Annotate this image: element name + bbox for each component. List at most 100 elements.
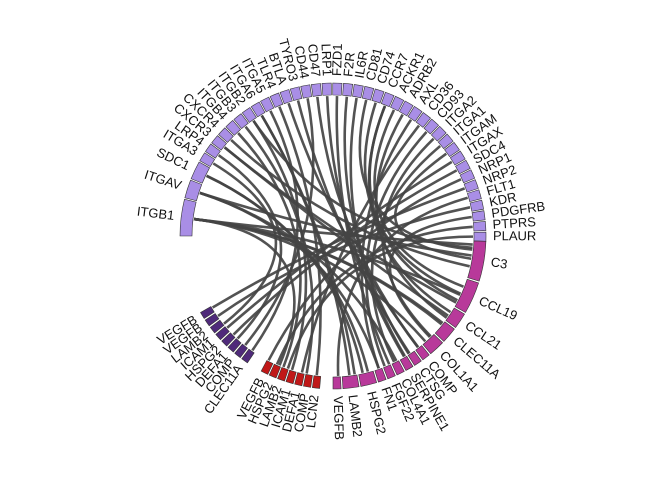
- receptor-sector-cxcr3-5: [211, 135, 228, 151]
- ligand-sector-icam1-17: [285, 369, 297, 385]
- ribbon-col1a1-pdgfrb-44: [388, 215, 472, 338]
- link-ribbons: [193, 96, 474, 376]
- receptor-sector-itga1-30: [437, 133, 454, 150]
- receptor-sector-itgam-31: [444, 141, 460, 158]
- ligand-label-vegfb-13: VEGFB: [331, 396, 347, 440]
- receptor-sector-f2r-19: [342, 83, 354, 97]
- receptor-label-kdr-37: KDR: [488, 189, 518, 209]
- receptor-sector-lrp1-17: [321, 82, 332, 96]
- receptor-label-fzd1-18: FZD1: [329, 43, 345, 76]
- receptor-sector-sdc1-2: [190, 161, 210, 184]
- ribbon-comp-cd44-34: [244, 98, 315, 346]
- receptor-label-f2r-19: F2R: [340, 51, 357, 77]
- ligand-label-c3-0: C3: [490, 254, 509, 272]
- ribbon-defa1-cd36-28: [300, 124, 421, 373]
- ribbon-c3-cxcr4-2: [230, 139, 470, 268]
- ligand-sector-clec11a-3: [434, 321, 455, 342]
- receptor-sector-sdc4-33: [455, 159, 471, 175]
- receptor-sector-plaur-40: [473, 231, 487, 242]
- sector-track: [179, 82, 487, 390]
- receptor-label-lrp1-17: LRP1: [319, 43, 335, 76]
- receptor-sector-cd74-22: [371, 88, 385, 104]
- ligand-label-ccl19-1: CCL19: [477, 293, 520, 323]
- ribbon-ccl21-ccr7-9: [367, 105, 452, 314]
- ligand-label-lamb2-12: LAMB2: [345, 394, 365, 438]
- receptor-sector-btla-13: [279, 89, 293, 105]
- ligand-sector-fn1-10: [374, 367, 387, 383]
- receptor-sector-itga5-11: [260, 96, 275, 113]
- ribbon-col4a1-itga1-18: [370, 144, 442, 363]
- receptor-sector-nrp1-34: [459, 169, 476, 184]
- receptor-sector-itgb4-7: [225, 119, 242, 136]
- receptor-sector-flt1-36: [467, 189, 482, 202]
- receptor-label-cd47-16: CD47: [305, 43, 324, 78]
- receptor-sector-itgax-32: [449, 150, 466, 166]
- ligand-sector-comp-5: [415, 345, 430, 361]
- ribbon-defa1-lrp4-35: [217, 154, 283, 340]
- receptor-sector-cd93-28: [423, 118, 440, 135]
- ligand-sector-lcn2-14: [311, 375, 322, 389]
- receptor-sector-itga3-3: [199, 152, 216, 168]
- receptor-sector-cxcr4-6: [218, 127, 234, 143]
- receptor-sector-kdr-37: [469, 199, 484, 212]
- ligand-sector-ccl19-1: [454, 278, 479, 313]
- receptor-sector-ackr1-24: [390, 95, 405, 112]
- ribbon-c3-itgam-4: [394, 152, 472, 261]
- ligand-sector-defa1-16: [294, 372, 305, 387]
- receptor-sector-cd47-16: [310, 83, 322, 97]
- receptor-sector-tlr4-12: [269, 92, 284, 108]
- ligand-sector-hspg2-24: [221, 332, 236, 347]
- receptor-label-il6r-20: IL6R: [352, 50, 371, 80]
- receptor-label-itgav-1: ITGAV: [143, 167, 184, 193]
- ligand-sector-vegfb-28: [200, 306, 215, 319]
- ligand-sector-clec11a-21: [241, 348, 255, 364]
- receptor-sector-il6r-20: [352, 84, 364, 99]
- ribbon-clec11a-itga5-12: [251, 110, 299, 352]
- ligand-sector-vegfb-27: [204, 313, 220, 327]
- receptor-label-plaur-40: PLAUR: [493, 228, 536, 243]
- receptor-label-ptprs-39: PTPRS: [492, 214, 537, 232]
- receptor-sector-itgb1-0: [179, 198, 197, 237]
- ligand-sector-hspg2-11: [358, 370, 378, 387]
- receptor-sector-cd36-27: [415, 112, 432, 128]
- ligand-sector-icam1-25: [215, 326, 230, 341]
- ligand-sector-vegfb-20: [260, 360, 274, 375]
- receptor-sector-ptprs-39: [473, 220, 487, 232]
- ligand-sector-ctsg-6: [407, 350, 422, 366]
- receptor-sector-adrb2-25: [399, 100, 414, 117]
- ribbon-ccl21-adrb2-43: [374, 113, 448, 319]
- ribbon-lamb2-itga3-30: [212, 162, 278, 325]
- receptor-sector-pdgfrb-38: [471, 210, 486, 222]
- ligand-label-lcn2-14: LCN2: [303, 394, 322, 429]
- receptor-label-pdgfrb-38: PDGFRB: [490, 198, 546, 220]
- ligand-sector-serpine1-7: [399, 355, 414, 371]
- ribbon-fgf22-cd93-51: [364, 130, 428, 367]
- ribbon-lamb2-itga6-38: [260, 114, 356, 375]
- ligand-sector-vegfb-13: [332, 376, 342, 390]
- receptor-sector-itga6-10: [250, 101, 266, 118]
- receptor-sector-ccr7-23: [380, 91, 395, 108]
- receptor-sector-cd81-21: [361, 85, 375, 101]
- receptor-label-itgb1-0: ITGB1: [136, 204, 175, 223]
- ribbon-hspg2-ptprs-45: [275, 225, 473, 365]
- ligand-sector-c3-0: [467, 240, 487, 282]
- ligand-sector-lamb2-18: [277, 367, 289, 382]
- ligand-sector-lamb2-26: [209, 319, 225, 334]
- ribbon-fn1-axl-47: [360, 119, 413, 369]
- receptor-label-cd44-15: CD44: [292, 44, 313, 79]
- ligand-label-fn1-10: FN1: [378, 385, 400, 413]
- ligand-sector-fgf22-9: [383, 364, 396, 380]
- receptor-sector-axl-26: [407, 106, 423, 122]
- receptor-sector-fzd1-18: [332, 82, 343, 96]
- ligand-sector-comp-22: [234, 343, 248, 359]
- receptor-sector-lrp4-4: [205, 143, 221, 159]
- ribbon-vegfb-kdr-39: [217, 206, 471, 317]
- ligand-label-comp-15: COMP: [291, 392, 312, 433]
- receptor-sector-itga2-29: [430, 125, 447, 142]
- ribbon-lamb2-plaur-46: [286, 235, 474, 369]
- ribbon-vegfb-nrp2-40: [211, 187, 466, 309]
- ribbon-comp-btla-50: [287, 102, 420, 348]
- receptor-sector-itgb3-8: [233, 113, 249, 130]
- ligand-sector-hspg2-19: [268, 363, 281, 379]
